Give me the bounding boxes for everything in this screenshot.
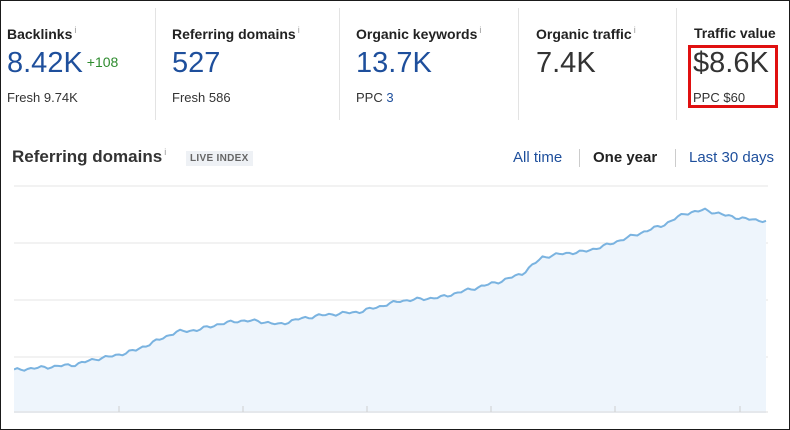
tab-all-time[interactable]: All time [513, 149, 563, 166]
divider [518, 8, 519, 120]
info-icon[interactable]: i [74, 25, 77, 35]
divider [676, 8, 677, 120]
divider [579, 149, 580, 167]
tab-one-year[interactable]: One year [593, 149, 658, 166]
tab-last-30-days[interactable]: Last 30 days [689, 149, 775, 166]
metric-sub: PPC 3 [356, 90, 394, 105]
divider [155, 8, 156, 120]
divider [339, 8, 340, 120]
metric-label: Referring domains i [172, 25, 300, 42]
metrics-row: Backlinks i 8.42K +108 Fresh 9.74K Referri… [0, 8, 788, 120]
chart-title: Referring domains i [12, 147, 167, 166]
metric-value[interactable]: $8.6K [693, 47, 769, 79]
metric-traffic-value: Traffic value $8.6K PPC $60 [676, 8, 788, 120]
metric-label: Backlinks i [7, 25, 77, 42]
metric-value[interactable]: 8.42K +108 [7, 47, 119, 79]
info-icon[interactable]: i [297, 25, 300, 35]
highlight-box [688, 45, 778, 108]
metric-sub: Fresh 586 [172, 90, 231, 105]
metric-sub: Fresh 9.74K [7, 90, 78, 105]
divider [675, 149, 676, 167]
metric-sub: PPC $60 [693, 90, 746, 105]
metric-delta: +108 [86, 54, 119, 70]
metric-value[interactable]: 13.7K [356, 47, 432, 79]
chart-area [14, 208, 766, 413]
metric-organic-traffic: Organic traffic i 7.4K [518, 8, 676, 120]
x-axis-ticks [118, 406, 741, 412]
metric-label: Traffic value [694, 25, 776, 41]
metric-organic-keywords: Organic keywords i 13.7K PPC 3 [339, 8, 518, 120]
info-icon[interactable]: i [633, 25, 636, 35]
metric-backlinks: Backlinks i 8.42K +108 Fresh 9.74K [0, 8, 155, 120]
metric-value[interactable]: 527 [172, 47, 221, 79]
metric-value[interactable]: 7.4K [536, 47, 596, 79]
series-line [14, 207, 767, 372]
live-index-badge: LIVE INDEX [186, 151, 253, 166]
referring-domains-chart[interactable] [14, 185, 768, 413]
metric-referring-domains: Referring domains i 527 Fresh 586 [155, 8, 339, 120]
metric-label: Organic traffic i [536, 25, 636, 42]
info-icon[interactable]: i [164, 147, 167, 157]
info-icon[interactable]: i [479, 25, 482, 35]
metric-label: Organic keywords i [356, 25, 482, 42]
ppc-link[interactable]: 3 [386, 90, 394, 105]
